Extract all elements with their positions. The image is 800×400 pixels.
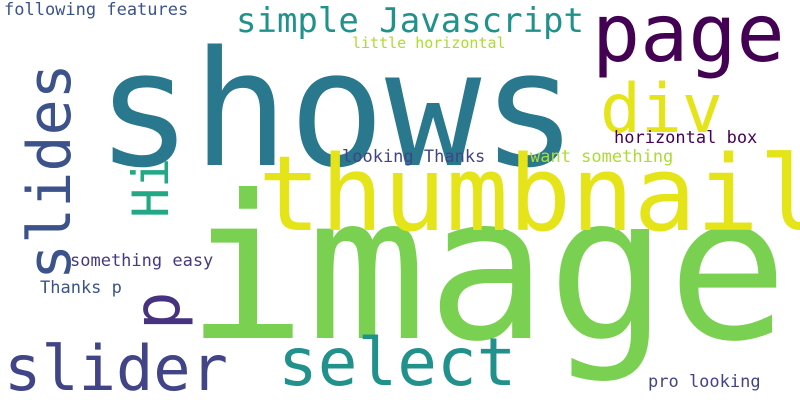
word-p: p xyxy=(121,291,195,330)
word-want-something: want something xyxy=(530,147,674,167)
word-thumbnail: thumbnail xyxy=(258,133,800,255)
word-horizontal-box: horizontal box xyxy=(614,128,758,148)
word-thanks-p: Thanks p xyxy=(40,278,122,298)
word-shows: shows xyxy=(96,16,578,203)
word-image: image xyxy=(186,153,789,386)
word-slider: slider xyxy=(4,332,228,400)
word-select: select xyxy=(278,324,517,400)
word-something-easy: something easy xyxy=(70,251,214,271)
word-page: page xyxy=(592,0,785,80)
word-hi: Hi xyxy=(122,157,180,218)
word-following-features: following features xyxy=(4,0,189,20)
word-pro-looking: pro looking xyxy=(648,372,761,392)
word-div: div xyxy=(600,70,723,149)
word-little-horizontal: little horizontal xyxy=(352,34,506,52)
word-looking-thanks: looking Thanks xyxy=(342,147,486,167)
word-slides: slides xyxy=(15,63,85,280)
word-simple-javascript: simple Javascript xyxy=(236,1,584,41)
